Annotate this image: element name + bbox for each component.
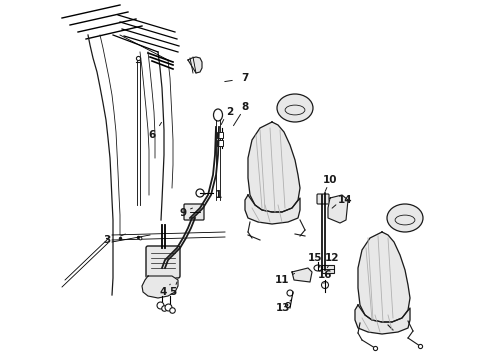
Polygon shape — [188, 57, 202, 73]
FancyBboxPatch shape — [184, 204, 204, 220]
Text: 1: 1 — [215, 190, 221, 200]
Ellipse shape — [314, 265, 322, 271]
Text: 10: 10 — [323, 175, 337, 185]
Text: 15: 15 — [308, 253, 322, 263]
FancyBboxPatch shape — [146, 246, 180, 278]
Text: 6: 6 — [148, 130, 156, 140]
Text: 9: 9 — [179, 208, 187, 218]
FancyBboxPatch shape — [317, 194, 329, 204]
Polygon shape — [328, 195, 348, 223]
Ellipse shape — [287, 290, 293, 296]
Ellipse shape — [387, 204, 423, 232]
Text: 13: 13 — [276, 303, 290, 313]
Ellipse shape — [277, 94, 313, 122]
Bar — [322, 265, 334, 273]
Polygon shape — [355, 305, 410, 334]
Text: 2: 2 — [226, 107, 234, 117]
Ellipse shape — [286, 302, 291, 307]
Text: 12: 12 — [325, 253, 339, 263]
Polygon shape — [248, 122, 300, 212]
Polygon shape — [358, 232, 410, 322]
Polygon shape — [142, 276, 178, 298]
Text: 8: 8 — [242, 102, 248, 112]
Text: 7: 7 — [241, 73, 249, 83]
Polygon shape — [292, 268, 312, 282]
Ellipse shape — [321, 282, 328, 288]
Text: 16: 16 — [318, 270, 332, 280]
Text: 11: 11 — [275, 275, 289, 285]
Text: 4: 4 — [159, 287, 167, 297]
Text: 3: 3 — [103, 235, 111, 245]
Polygon shape — [245, 195, 300, 224]
Text: 14: 14 — [338, 195, 352, 205]
Text: 5: 5 — [170, 287, 176, 297]
